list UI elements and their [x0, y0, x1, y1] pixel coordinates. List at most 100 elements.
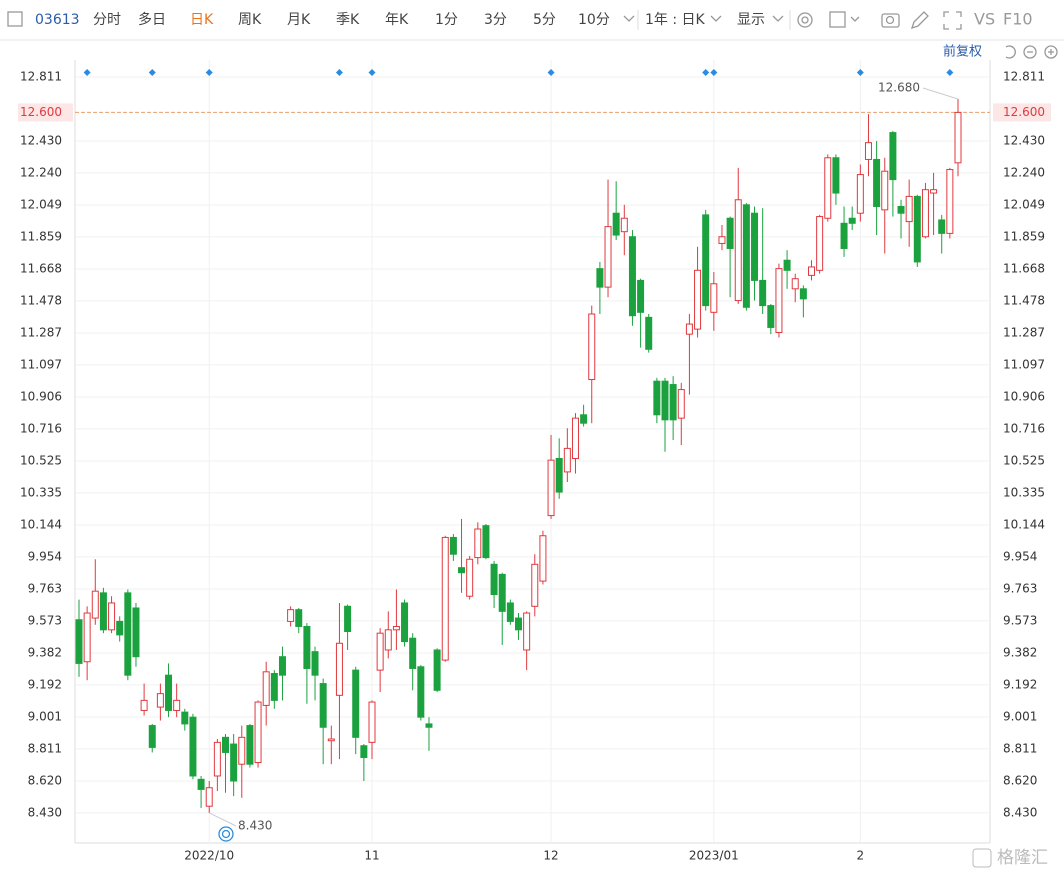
event-marker[interactable] [83, 69, 91, 76]
zoom-in-plus [1048, 49, 1054, 55]
chevron[interactable] [710, 15, 722, 22]
event-marker[interactable] [335, 69, 343, 76]
y-tick-label: 11.097 [20, 357, 62, 371]
candle-body [742, 204, 750, 308]
event-marker[interactable] [946, 69, 954, 76]
candle-body [246, 725, 254, 765]
reset-icon[interactable] [1005, 45, 1016, 59]
candle-body [897, 205, 905, 214]
y-tick-label: 10.144 [20, 517, 62, 531]
candle-body [783, 259, 791, 271]
candle-body [913, 195, 921, 263]
y-tick-label: 10.716 [20, 421, 62, 435]
candle-body [287, 609, 295, 622]
candle-body [775, 268, 783, 333]
event-marker[interactable] [702, 69, 710, 76]
candle-body [392, 625, 400, 631]
pencil-icon[interactable] [910, 11, 929, 30]
candle-body [531, 563, 539, 607]
period-tab[interactable]: 日K [190, 12, 214, 28]
period-select[interactable]: 1年 : 日K [645, 12, 706, 28]
y-tick-label-right: 8.811 [1003, 741, 1037, 755]
vs-button[interactable]: VS [974, 10, 995, 29]
period-tab[interactable]: 分时 [93, 12, 121, 28]
period-tab[interactable]: 周K [238, 12, 262, 28]
period-tab[interactable]: 季K [336, 12, 360, 28]
y-tick-label: 11.668 [20, 261, 62, 275]
candle-body [596, 268, 604, 288]
x-tick-label: 2022/10 [184, 849, 234, 863]
chevron[interactable] [623, 15, 635, 22]
event-marker[interactable] [856, 69, 864, 76]
period-tab[interactable]: 月K [287, 12, 311, 28]
period-tab[interactable]: 多日 [138, 11, 166, 28]
event-marker[interactable] [710, 69, 718, 76]
y-tick-label: 9.954 [28, 549, 62, 563]
y-tick-label-right: 12.430 [1003, 133, 1045, 147]
period-tab[interactable]: 1分 [435, 12, 458, 28]
event-marker[interactable] [368, 69, 376, 76]
y-tick-label-right: 12.811 [1003, 69, 1045, 83]
stock-code[interactable]: 03613 [35, 12, 80, 28]
min-icon-inner [221, 829, 231, 839]
period-tab[interactable]: 年K [385, 12, 409, 28]
candle-body [637, 279, 645, 313]
layout-icon[interactable] [829, 11, 846, 28]
period-tab[interactable]: 3分 [484, 12, 507, 28]
camera-icon[interactable] [881, 13, 900, 28]
candle-body [181, 711, 189, 725]
y-tick-label: 9.192 [28, 677, 62, 691]
display-select[interactable]: 显示 [737, 12, 765, 28]
checkbox[interactable] [7, 11, 23, 27]
zoom-in[interactable] [1044, 45, 1058, 59]
y-tick-label-right: 11.478 [1003, 293, 1045, 307]
y-tick-label-right: 11.097 [1003, 357, 1045, 371]
candle-body [653, 380, 661, 416]
candle-body [124, 592, 132, 676]
settings-icon[interactable] [797, 12, 813, 28]
f10-button[interactable]: F10 [1003, 10, 1033, 29]
candle-body [856, 174, 864, 214]
zoom-out[interactable] [1023, 45, 1037, 59]
candle-body [808, 266, 815, 276]
candle-body [132, 607, 140, 658]
candle-body [824, 157, 832, 219]
candle-body [335, 642, 343, 696]
y-tick-label-right: 9.001 [1003, 710, 1037, 724]
candle-body [140, 699, 148, 711]
adjust-select[interactable]: 前复权 [943, 44, 982, 60]
candle-body [881, 170, 889, 211]
candle-body [645, 316, 653, 350]
candle-body [401, 602, 409, 643]
y-tick-label: 11.478 [20, 293, 62, 307]
period-tab[interactable]: 10分 [578, 12, 610, 28]
candle-body [417, 666, 425, 718]
candle-body [165, 674, 173, 711]
candle-body [799, 288, 807, 300]
candle-body [873, 158, 881, 207]
event-marker[interactable] [547, 69, 555, 76]
candle-body [425, 723, 433, 728]
event-marker[interactable] [148, 69, 156, 76]
y-tick-label-right: 10.525 [1003, 453, 1045, 467]
y-tick-label-right: 12.049 [1003, 197, 1045, 211]
y-tick-label: 9.763 [28, 581, 62, 595]
x-tick-label: 11 [364, 849, 379, 863]
candle-body [360, 745, 368, 758]
chevron[interactable] [772, 15, 784, 22]
y-tick-label: 10.906 [20, 389, 62, 403]
y-tick-label: 8.620 [28, 774, 62, 788]
candle-body [99, 592, 107, 631]
max-leader [922, 87, 959, 100]
candle-body [498, 573, 506, 612]
fullscreen-icon[interactable] [943, 11, 962, 30]
chevron[interactable] [850, 16, 860, 22]
candle-body [539, 535, 547, 582]
y-tick-label-right: 8.430 [1003, 805, 1037, 819]
candle-body [303, 625, 311, 669]
watermark: 格隆汇 [997, 848, 1048, 868]
event-marker[interactable] [205, 69, 213, 76]
period-tab[interactable]: 5分 [533, 12, 556, 28]
candle-body [702, 214, 710, 307]
x-tick-label: 12 [543, 849, 558, 863]
